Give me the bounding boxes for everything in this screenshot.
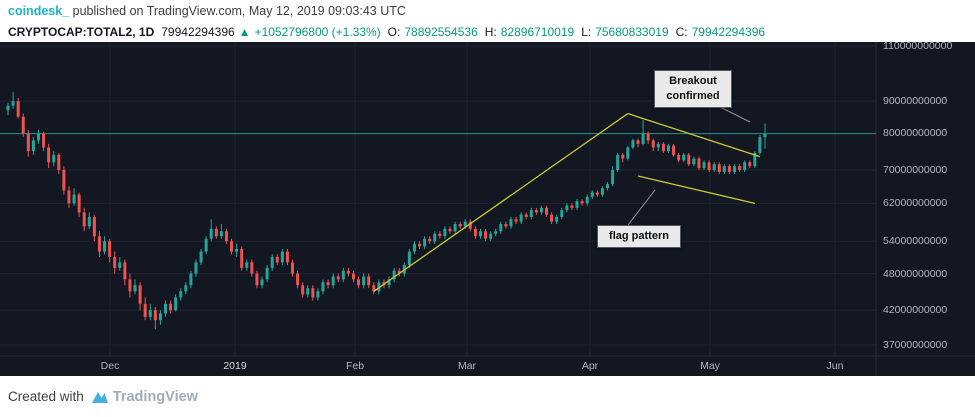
low-label: L: (581, 25, 592, 39)
time-axis-label: Jun (826, 360, 844, 372)
low-value: 75680833019 (595, 25, 669, 39)
publish-info-bar: coindesk_ published on TradingView.com, … (0, 0, 975, 22)
open-value: 78892554536 (404, 25, 478, 39)
annotation-breakout-confirmed: Breakout confirmed (654, 70, 732, 108)
time-axis-label: Apr (581, 360, 599, 372)
price-axis-label: 48000000000 (883, 267, 948, 280)
high-value: 82896710019 (500, 25, 575, 39)
close-value: 79942294396 (691, 25, 766, 39)
tradingview-brand-label: TradingView (112, 388, 198, 405)
price-axis-label: 80000000000 (883, 127, 948, 140)
footer-bar: Created with TradingView (0, 376, 975, 417)
price-axis[interactable]: 110000000000 90000000000 80000000000 700000… (876, 40, 975, 376)
time-axis[interactable]: Dec 2019 Feb Mar Apr May Jun (0, 356, 876, 376)
open-label: O: (387, 25, 401, 39)
price-chart[interactable] (0, 42, 975, 376)
price-axis-label: 70000000000 (883, 164, 948, 177)
annotation-flag-pattern: flag pattern (597, 225, 681, 248)
tradingview-link[interactable]: TradingView (91, 389, 198, 405)
chart-area: 110000000000 90000000000 80000000000 700000… (0, 40, 975, 376)
time-axis-label: May (700, 360, 720, 372)
tradingview-logo-icon (91, 392, 108, 403)
ticker-info-bar: CRYPTOCAP:TOTAL2, 1D 79942294396 ▲ +1052… (0, 22, 975, 42)
price-axis-label: 42000000000 (883, 304, 948, 317)
author-link[interactable]: coindesk_ (8, 4, 70, 18)
time-axis-label: Feb (345, 360, 365, 372)
price-axis-label: 110000000000 (883, 40, 953, 52)
price-axis-label: 62000000000 (883, 197, 948, 210)
last-price: 79942294396 (161, 25, 235, 39)
price-axis-label: 90000000000 (883, 95, 948, 108)
attribution-text: published on TradingView.com, May 12, 20… (69, 4, 406, 18)
created-with-label: Created with (8, 389, 84, 404)
symbol-interval[interactable]: CRYPTOCAP:TOTAL2, 1D (8, 25, 155, 39)
price-change: +1052796800 (+1.33%) (254, 25, 381, 39)
close-label: C: (675, 25, 688, 39)
change-arrow-icon: ▲ (238, 25, 251, 39)
price-axis-label: 37000000000 (883, 339, 948, 351)
high-label: H: (484, 25, 497, 39)
time-axis-label: Dec (100, 360, 120, 372)
time-axis-label: Mar (457, 360, 477, 372)
time-axis-label: 2019 (223, 360, 247, 372)
price-axis-label: 54000000000 (883, 235, 948, 248)
